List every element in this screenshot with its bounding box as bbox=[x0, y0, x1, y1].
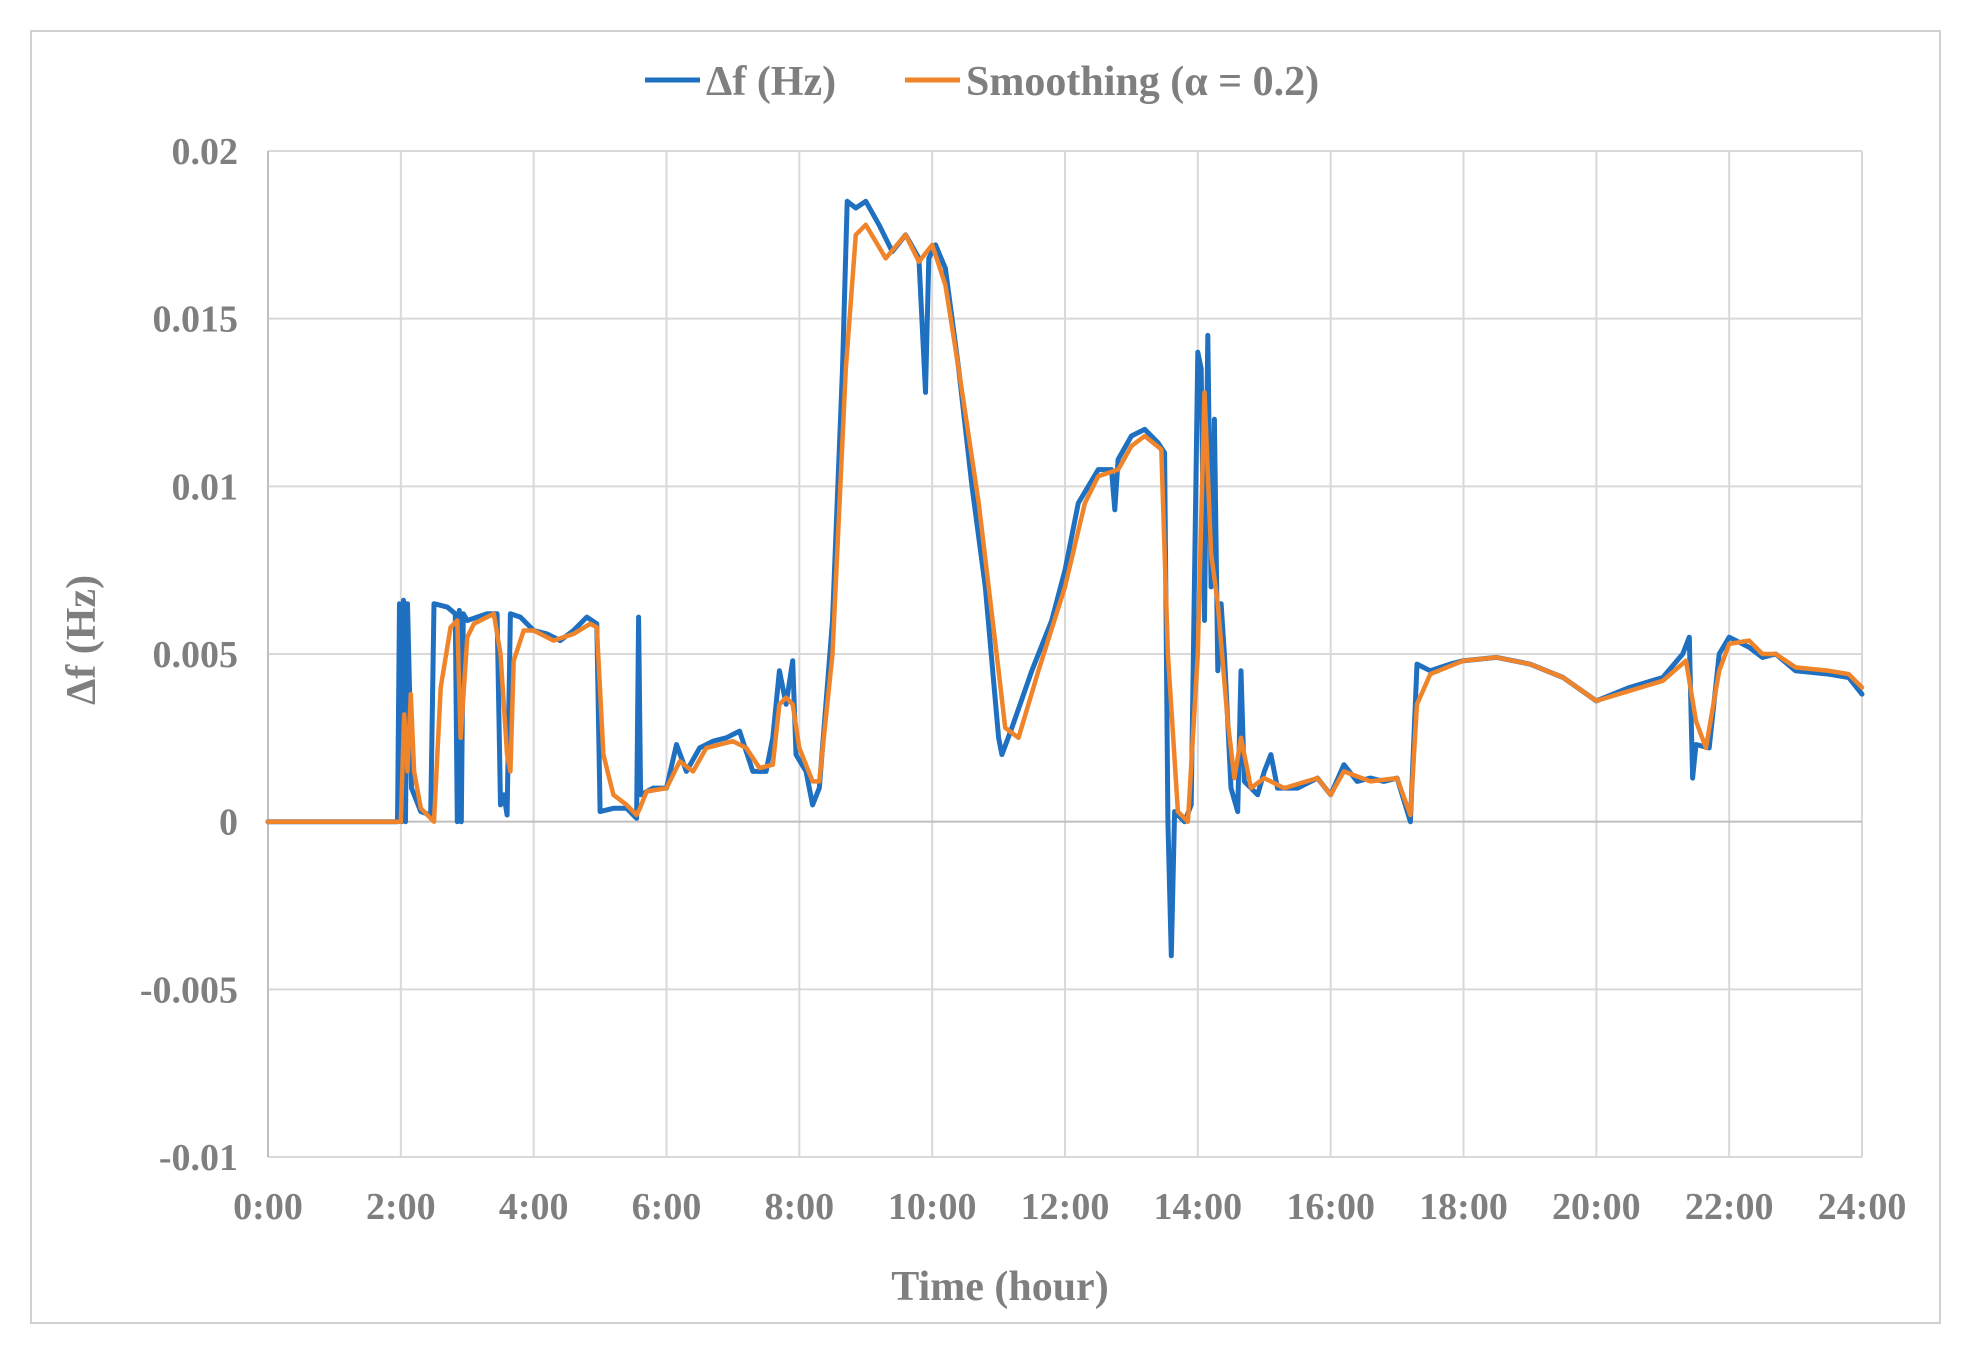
x-tick-label: 2:00 bbox=[366, 1186, 436, 1228]
y-tick-label: 0 bbox=[219, 802, 238, 844]
tick-labels: 0.02 0.015 0.01 0.005 0 -0.005 -0.01 0:00 2:00 4:… bbox=[140, 131, 1906, 1228]
legend: Δf (Hz) Smoothing (α = 0.2) bbox=[645, 59, 1319, 105]
x-tick-label: 14:00 bbox=[1154, 1186, 1243, 1228]
axes bbox=[267, 151, 1862, 1157]
x-tick-label: 10:00 bbox=[888, 1186, 977, 1228]
y-tick-label: -0.005 bbox=[140, 969, 238, 1011]
chart-frame bbox=[30, 30, 1941, 1324]
y-tick-label: 0.005 bbox=[153, 634, 239, 676]
legend-label-smoothing: Smoothing (α = 0.2) bbox=[966, 59, 1319, 105]
y-tick-label: 0.02 bbox=[172, 131, 239, 173]
x-tick-label: 16:00 bbox=[1286, 1186, 1375, 1228]
y-tick-label: -0.01 bbox=[159, 1137, 238, 1179]
series-lines bbox=[265, 198, 1865, 959]
y-tick-label: 0.015 bbox=[153, 299, 239, 341]
gridlines bbox=[268, 150, 1863, 1158]
x-tick-label: 8:00 bbox=[765, 1186, 835, 1228]
x-tick-label: 18:00 bbox=[1419, 1186, 1508, 1228]
y-axis-title: Δf (Hz) bbox=[59, 575, 105, 705]
x-tick-label: 20:00 bbox=[1552, 1186, 1641, 1228]
x-tick-label: 4:00 bbox=[499, 1186, 569, 1228]
y-tick-label: 0.01 bbox=[172, 466, 239, 508]
x-tick-label: 6:00 bbox=[632, 1186, 702, 1228]
x-tick-label: 12:00 bbox=[1021, 1186, 1110, 1228]
x-tick-label: 0:00 bbox=[233, 1186, 303, 1228]
x-tick-label: 22:00 bbox=[1685, 1186, 1774, 1228]
series-line-smoothing bbox=[265, 222, 1865, 824]
x-tick-label: 24:00 bbox=[1818, 1186, 1907, 1228]
legend-label-df: Δf (Hz) bbox=[706, 59, 836, 105]
x-axis-title: Time (hour) bbox=[891, 1264, 1108, 1310]
